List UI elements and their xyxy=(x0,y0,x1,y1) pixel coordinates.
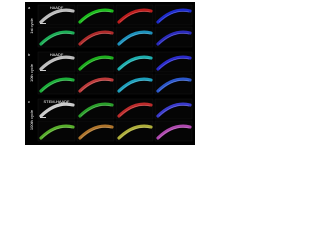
particle-arc xyxy=(39,30,75,46)
particle-arc xyxy=(78,30,114,46)
micrograph-panel xyxy=(37,26,76,48)
particle-arc xyxy=(39,55,75,71)
particle-arc-core xyxy=(158,33,190,45)
particle-arc xyxy=(39,77,75,93)
particle-arc-core xyxy=(41,80,73,92)
panel-title: STEM-HAADF xyxy=(44,99,71,104)
particle-arc xyxy=(39,8,75,24)
particle-arc xyxy=(117,8,153,24)
particle-arc xyxy=(156,124,192,140)
particle-arc xyxy=(156,77,192,93)
particle-arc-core xyxy=(158,58,190,70)
particle-arc-core xyxy=(80,58,112,70)
micrograph-panel xyxy=(76,120,115,142)
panel-title: HAADF xyxy=(50,5,64,10)
micrograph-panel xyxy=(76,98,115,120)
particle-arc-core xyxy=(119,105,151,117)
particle-arc-core xyxy=(80,11,112,23)
micrograph-panel xyxy=(115,120,154,142)
panel-title: HAADF xyxy=(50,52,64,57)
micrograph-panel xyxy=(115,73,154,95)
particle-arc xyxy=(39,102,75,118)
particle-arc-core xyxy=(41,11,73,23)
micrograph-panel xyxy=(115,26,154,48)
particle-arc-core xyxy=(80,33,112,45)
particle-arc-core xyxy=(158,105,190,117)
micrograph-panel xyxy=(37,73,76,95)
particle-arc xyxy=(78,102,114,118)
particle-arc xyxy=(78,55,114,71)
particle-arc-core xyxy=(80,80,112,92)
figure: a 1st cycle HAADF b 10th cycle HAADF c 100th cy… xyxy=(25,2,195,145)
particle-arc xyxy=(117,102,153,118)
scale-bar xyxy=(40,23,46,24)
cycle-label: 1st cycle xyxy=(29,17,34,33)
particle-arc-core xyxy=(158,11,190,23)
scale-bar xyxy=(40,70,46,71)
particle-arc xyxy=(39,124,75,140)
particle-arc xyxy=(78,8,114,24)
micrograph-panel xyxy=(115,98,154,120)
micrograph-panel xyxy=(76,51,115,73)
particle-arc-core xyxy=(119,127,151,139)
micrograph-panel xyxy=(76,26,115,48)
cycle-label: 100th cycle xyxy=(29,109,34,130)
cycle-label: 10th cycle xyxy=(29,63,34,82)
panel-letter: b xyxy=(28,52,31,57)
particle-arc-core xyxy=(119,80,151,92)
micrograph-panel xyxy=(115,51,154,73)
particle-arc xyxy=(156,102,192,118)
panel-letter: a xyxy=(28,5,31,10)
particle-arc-core xyxy=(41,127,73,139)
micrograph-panel xyxy=(154,4,193,26)
micrograph-panel xyxy=(76,73,115,95)
particle-arc-core xyxy=(41,105,73,117)
particle-arc xyxy=(78,124,114,140)
particle-arc xyxy=(78,77,114,93)
micrograph-panel xyxy=(115,4,154,26)
particle-arc-core xyxy=(41,33,73,45)
particle-arc xyxy=(156,8,192,24)
particle-arc-core xyxy=(80,127,112,139)
panel-letter: c xyxy=(28,99,30,104)
micrograph-panel xyxy=(154,73,193,95)
particle-arc-core xyxy=(119,33,151,45)
particle-arc-core xyxy=(41,58,73,70)
particle-arc xyxy=(156,30,192,46)
particle-arc xyxy=(117,55,153,71)
particle-arc-core xyxy=(80,105,112,117)
micrograph-panel xyxy=(154,26,193,48)
micrograph-panel xyxy=(37,120,76,142)
particle-arc xyxy=(117,77,153,93)
particle-arc-core xyxy=(119,11,151,23)
micrograph-panel xyxy=(154,98,193,120)
micrograph-panel xyxy=(154,51,193,73)
particle-arc-core xyxy=(119,58,151,70)
particle-arc xyxy=(156,55,192,71)
particle-arc xyxy=(117,124,153,140)
micrograph-panel xyxy=(76,4,115,26)
scale-bar xyxy=(40,117,46,118)
particle-arc-core xyxy=(158,127,190,139)
micrograph-panel xyxy=(154,120,193,142)
particle-arc-core xyxy=(158,80,190,92)
particle-arc xyxy=(117,30,153,46)
